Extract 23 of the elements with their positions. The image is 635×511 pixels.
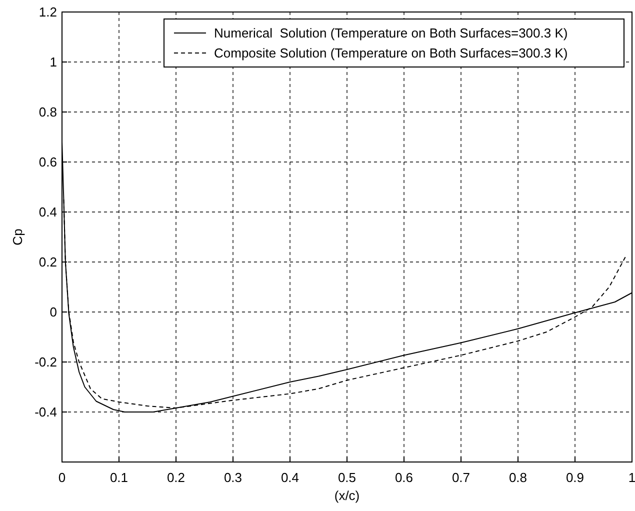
x-tick-label: 0.3 — [224, 470, 242, 485]
legend-label: Composite Solution (Temperature on Both Surfaces=300.3 K) — [214, 46, 568, 60]
x-axis-title: (x/c) — [334, 488, 360, 503]
y-tick-label: 0.2 — [38, 254, 57, 270]
y-tick-label: 0.4 — [38, 204, 57, 220]
x-tick-label: 0.4 — [280, 470, 300, 485]
x-tick-label: 0.7 — [452, 470, 470, 485]
y-tick-label: 0.8 — [38, 104, 57, 120]
x-tick-label: 0.6 — [394, 470, 414, 485]
y-tick-label: 0 — [50, 304, 57, 320]
y-tick-label: 1 — [50, 54, 57, 70]
y-axis-title: Cp — [10, 228, 25, 246]
x-tick-label: 0.8 — [508, 470, 528, 485]
legend-label: Numerical Solution (Temperature on Both Surfaces=300.3 K) — [214, 26, 568, 40]
y-tick-label: -0.2 — [34, 354, 57, 370]
x-tick-label: 0.9 — [566, 470, 584, 485]
x-tick-label: 0.1 — [110, 470, 128, 485]
y-tick-label: 0.6 — [38, 154, 57, 170]
y-tick-label: 1.2 — [38, 4, 57, 20]
x-tick-label: 0.5 — [338, 470, 356, 485]
y-tick-label: -0.4 — [34, 404, 57, 420]
x-tick-label: 1 — [628, 470, 635, 485]
x-tick-label: 0.2 — [166, 470, 186, 485]
